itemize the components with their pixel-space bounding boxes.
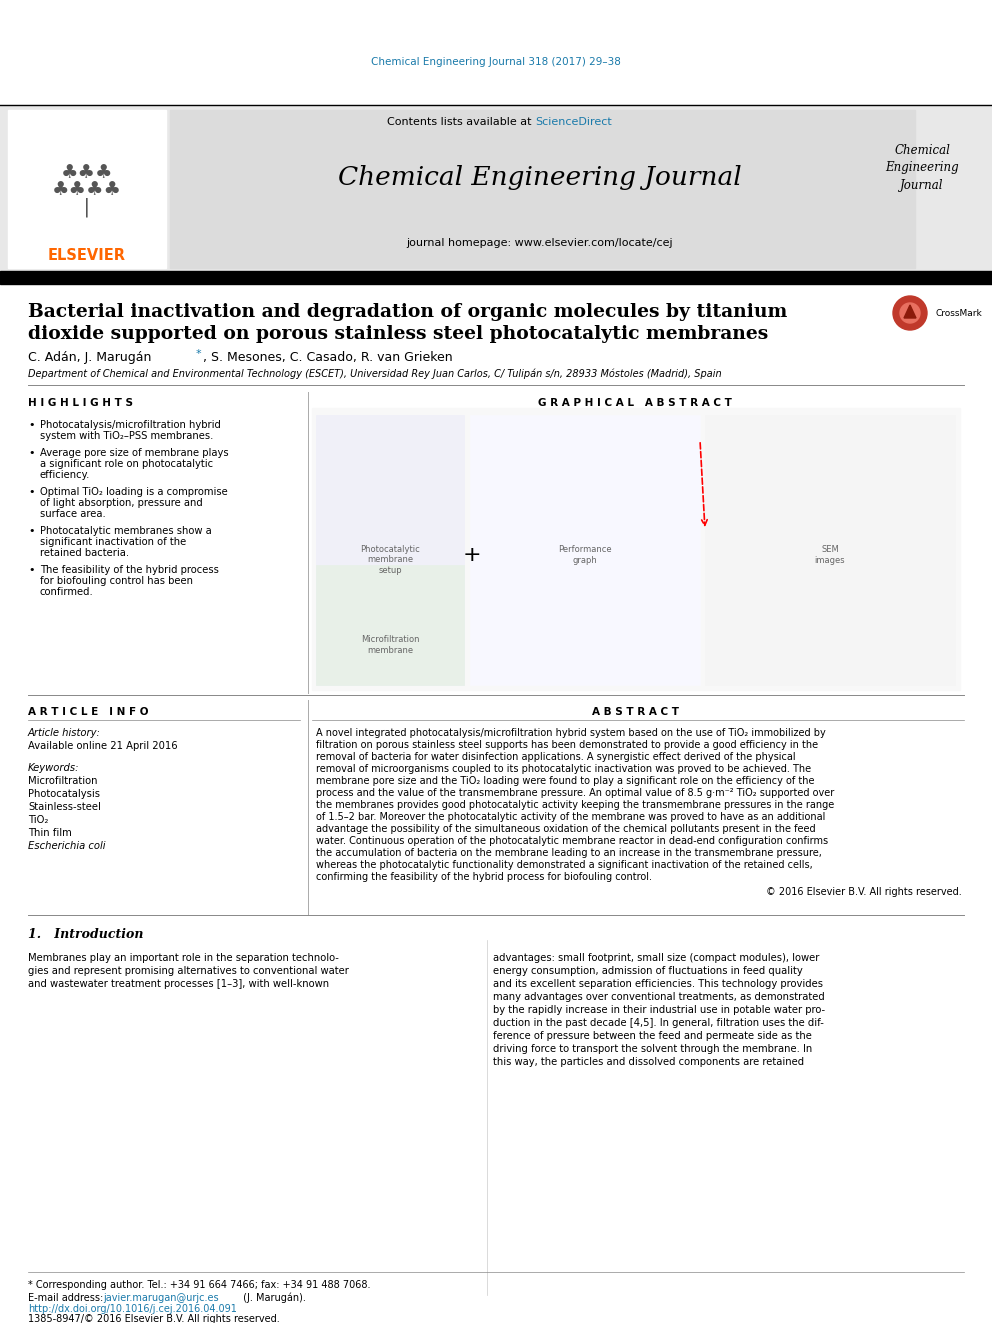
Text: surface area.: surface area. [40, 509, 106, 519]
Text: C. Adán, J. Marugán: C. Adán, J. Marugán [28, 352, 156, 365]
Text: and wastewater treatment processes [1–3], with well-known: and wastewater treatment processes [1–3]… [28, 979, 329, 990]
Text: of light absorption, pressure and: of light absorption, pressure and [40, 497, 202, 508]
Text: * Corresponding author. Tel.: +34 91 664 7466; fax: +34 91 488 7068.: * Corresponding author. Tel.: +34 91 664… [28, 1279, 370, 1290]
Text: retained bacteria.: retained bacteria. [40, 548, 129, 558]
Text: ference of pressure between the feed and permeate side as the: ference of pressure between the feed and… [493, 1031, 811, 1041]
Text: driving force to transport the solvent through the membrane. In: driving force to transport the solvent t… [493, 1044, 812, 1054]
Text: water. Continuous operation of the photocatalytic membrane reactor in dead-end c: water. Continuous operation of the photo… [316, 836, 828, 845]
Text: Photocatalysis/microfiltration hybrid: Photocatalysis/microfiltration hybrid [40, 419, 221, 430]
Text: by the rapidly increase in their industrial use in potable water pro-: by the rapidly increase in their industr… [493, 1005, 825, 1015]
Polygon shape [904, 306, 916, 318]
Text: •: • [28, 565, 35, 576]
Text: http://dx.doi.org/10.1016/j.cej.2016.04.091: http://dx.doi.org/10.1016/j.cej.2016.04.… [28, 1304, 237, 1314]
Text: •: • [28, 527, 35, 536]
Text: Photocatalysis: Photocatalysis [28, 789, 100, 799]
Text: this way, the particles and dissolved components are retained: this way, the particles and dissolved co… [493, 1057, 805, 1068]
Text: process and the value of the transmembrane pressure. An optimal value of 8.5 g·m: process and the value of the transmembra… [316, 789, 834, 798]
Text: © 2016 Elsevier B.V. All rights reserved.: © 2016 Elsevier B.V. All rights reserved… [766, 886, 962, 897]
Bar [316, 415, 464, 685]
Text: Microfiltration
membrane: Microfiltration membrane [361, 635, 420, 655]
Text: ♣♣♣
♣♣♣♣
  |: ♣♣♣ ♣♣♣♣ | [52, 163, 122, 217]
Text: Chemical Engineering Journal 318 (2017) 29–38: Chemical Engineering Journal 318 (2017) … [371, 57, 621, 67]
Text: 1385-8947/© 2016 Elsevier B.V. All rights reserved.: 1385-8947/© 2016 Elsevier B.V. All right… [28, 1314, 280, 1323]
Text: many advantages over conventional treatments, as demonstrated: many advantages over conventional treatm… [493, 992, 824, 1002]
Text: removal of bacteria for water disinfection applications. A synergistic effect de: removal of bacteria for water disinfecti… [316, 751, 796, 762]
Text: significant inactivation of the: significant inactivation of the [40, 537, 186, 546]
Text: Stainless-steel: Stainless-steel [28, 802, 101, 812]
Bar [170, 110, 915, 269]
Text: Available online 21 April 2016: Available online 21 April 2016 [28, 741, 178, 751]
Bar [470, 415, 700, 685]
Text: confirmed.: confirmed. [40, 587, 94, 597]
Text: •: • [28, 487, 35, 497]
Text: Photocatalytic
membrane
setup: Photocatalytic membrane setup [360, 545, 420, 576]
Text: ELSEVIER: ELSEVIER [48, 249, 126, 263]
Text: javier.marugan@urjc.es: javier.marugan@urjc.es [103, 1293, 218, 1303]
Text: membrane pore size and the TiO₂ loading were found to play a significant role on: membrane pore size and the TiO₂ loading … [316, 777, 814, 786]
Text: E-mail address:: E-mail address: [28, 1293, 106, 1303]
Text: +: + [462, 545, 481, 565]
Text: •: • [28, 448, 35, 458]
Text: the membranes provides good photocatalytic activity keeping the transmembrane pr: the membranes provides good photocatalyt… [316, 800, 834, 810]
Text: Optimal TiO₂ loading is a compromise: Optimal TiO₂ loading is a compromise [40, 487, 228, 497]
Text: Keywords:: Keywords: [28, 763, 79, 773]
Text: journal homepage: www.elsevier.com/locate/cej: journal homepage: www.elsevier.com/locat… [407, 238, 674, 247]
Text: for biofouling control has been: for biofouling control has been [40, 576, 193, 586]
Text: of 1.5–2 bar. Moreover the photocatalytic activity of the membrane was proved to: of 1.5–2 bar. Moreover the photocatalyti… [316, 812, 825, 822]
Text: Contents lists available at: Contents lists available at [387, 116, 535, 127]
Text: the accumulation of bacteria on the membrane leading to an increase in the trans: the accumulation of bacteria on the memb… [316, 848, 822, 859]
Text: H I G H L I G H T S: H I G H L I G H T S [28, 398, 133, 407]
Circle shape [893, 296, 927, 329]
Text: The feasibility of the hybrid process: The feasibility of the hybrid process [40, 565, 219, 576]
Text: •: • [28, 419, 35, 430]
Bar [705, 415, 955, 685]
Text: , S. Mesones, C. Casado, R. van Grieken: , S. Mesones, C. Casado, R. van Grieken [203, 352, 452, 365]
Text: A B S T R A C T: A B S T R A C T [591, 706, 679, 717]
Text: dioxide supported on porous stainless steel photocatalytic membranes: dioxide supported on porous stainless st… [28, 325, 768, 343]
Text: A novel integrated photocatalysis/microfiltration hybrid system based on the use: A novel integrated photocatalysis/microf… [316, 728, 825, 738]
Text: Performance
graph: Performance graph [558, 545, 612, 565]
Text: G R A P H I C A L   A B S T R A C T: G R A P H I C A L A B S T R A C T [538, 398, 732, 407]
Text: confirming the feasibility of the hybrid process for biofouling control.: confirming the feasibility of the hybrid… [316, 872, 652, 882]
Text: Chemical Engineering Journal: Chemical Engineering Journal [338, 165, 742, 191]
Text: and its excellent separation efficiencies. This technology provides: and its excellent separation efficiencie… [493, 979, 823, 990]
Text: SEM
images: SEM images [814, 545, 845, 565]
Text: advantage the possibility of the simultaneous oxidation of the chemical pollutan: advantage the possibility of the simulta… [316, 824, 815, 833]
Text: Bacterial inactivation and degradation of organic molecules by titanium: Bacterial inactivation and degradation o… [28, 303, 788, 321]
Text: A R T I C L E   I N F O: A R T I C L E I N F O [28, 706, 149, 717]
Text: Department of Chemical and Environmental Technology (ESCET), Universidad Rey Jua: Department of Chemical and Environmental… [28, 369, 721, 380]
Text: duction in the past decade [4,5]. In general, filtration uses the dif-: duction in the past decade [4,5]. In gen… [493, 1017, 824, 1028]
Text: removal of microorganisms coupled to its photocatalytic inactivation was proved : removal of microorganisms coupled to its… [316, 763, 811, 774]
Bar [0, 105, 992, 273]
Bar [312, 407, 960, 691]
Text: Microfiltration: Microfiltration [28, 777, 97, 786]
Text: energy consumption, admission of fluctuations in feed quality: energy consumption, admission of fluctua… [493, 966, 803, 976]
Text: (J. Marugán).: (J. Marugán). [240, 1293, 306, 1303]
Text: gies and represent promising alternatives to conventional water: gies and represent promising alternative… [28, 966, 349, 976]
Text: a significant role on photocatalytic: a significant role on photocatalytic [40, 459, 213, 468]
Text: efficiency.: efficiency. [40, 470, 90, 480]
Bar [0, 271, 992, 284]
Text: Chemical
Engineering
Journal: Chemical Engineering Journal [885, 143, 959, 193]
Text: system with TiO₂–PSS membranes.: system with TiO₂–PSS membranes. [40, 431, 213, 441]
Text: Thin film: Thin film [28, 828, 71, 837]
Text: CrossMark: CrossMark [935, 308, 982, 318]
Bar [316, 565, 464, 685]
Text: ScienceDirect: ScienceDirect [535, 116, 612, 127]
Circle shape [900, 303, 920, 323]
Text: Average pore size of membrane plays: Average pore size of membrane plays [40, 448, 228, 458]
Text: *: * [196, 349, 201, 359]
Text: TiO₂: TiO₂ [28, 815, 49, 826]
Text: whereas the photocatalytic functionality demonstrated a significant inactivation: whereas the photocatalytic functionality… [316, 860, 812, 871]
Text: advantages: small footprint, small size (compact modules), lower: advantages: small footprint, small size … [493, 953, 819, 963]
Text: Escherichia coli: Escherichia coli [28, 841, 105, 851]
Text: 1.   Introduction: 1. Introduction [28, 929, 144, 942]
Bar [8, 110, 166, 269]
Text: Photocatalytic membranes show a: Photocatalytic membranes show a [40, 527, 211, 536]
Text: Membranes play an important role in the separation technolo-: Membranes play an important role in the … [28, 953, 339, 963]
Text: filtration on porous stainless steel supports has been demonstrated to provide a: filtration on porous stainless steel sup… [316, 740, 818, 750]
Text: Article history:: Article history: [28, 728, 101, 738]
